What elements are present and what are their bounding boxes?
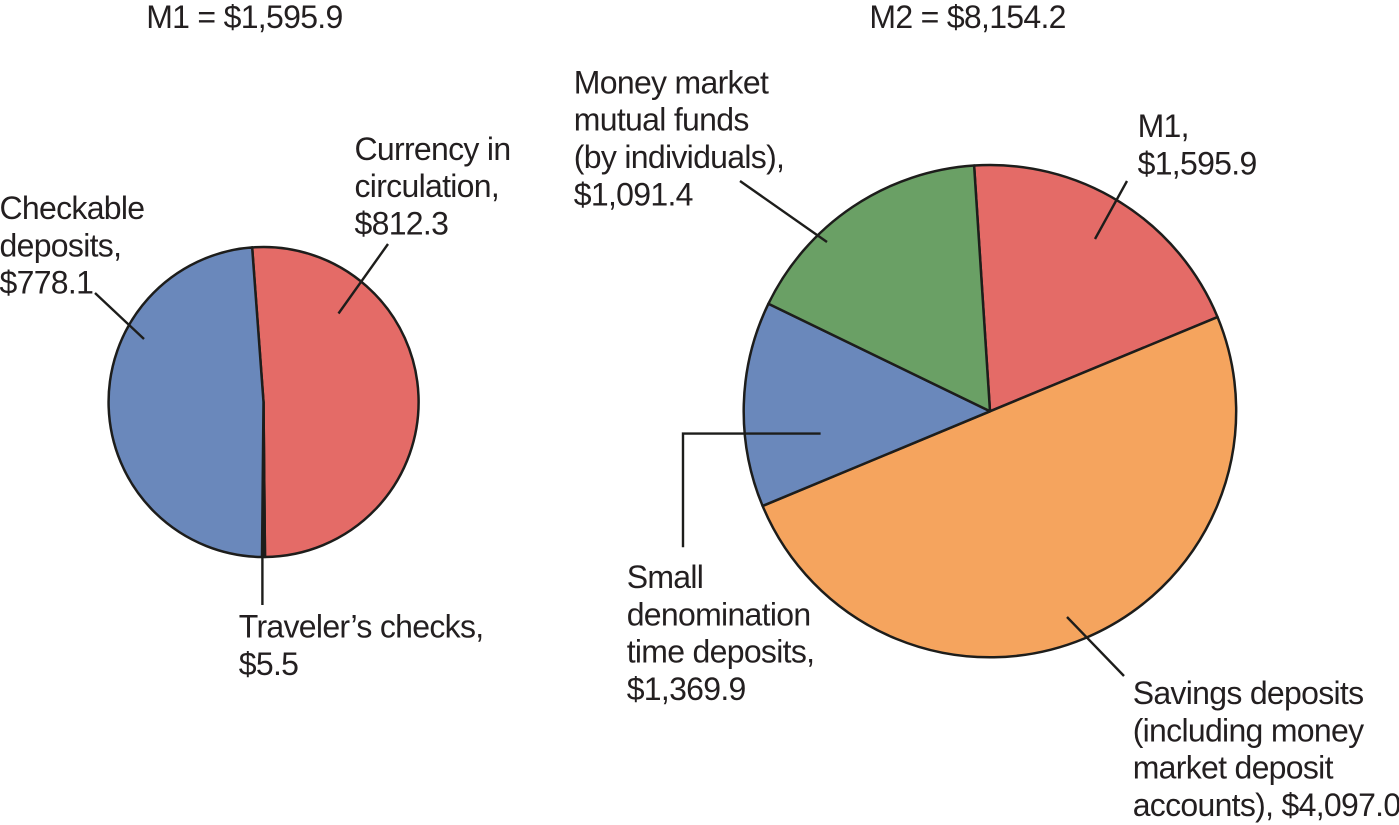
svg-text:$778.1: $778.1 xyxy=(0,265,93,301)
svg-text:Money market: Money market xyxy=(574,64,769,100)
svg-text:M2 = $8,154.2: M2 = $8,154.2 xyxy=(869,0,1065,35)
svg-text:$1,595.9: $1,595.9 xyxy=(1138,145,1257,181)
svg-text:mutual funds: mutual funds xyxy=(574,102,749,138)
svg-text:time deposits,: time deposits, xyxy=(627,634,815,670)
svg-text:(including money: (including money xyxy=(1133,712,1364,748)
svg-text:$5.5: $5.5 xyxy=(239,646,298,682)
svg-text:M1,: M1, xyxy=(1138,108,1189,144)
svg-text:$1,091.4: $1,091.4 xyxy=(574,176,693,212)
svg-text:$812.3: $812.3 xyxy=(355,205,449,241)
svg-text:denomination: denomination xyxy=(627,596,811,632)
svg-text:Savings deposits: Savings deposits xyxy=(1133,675,1364,711)
svg-text:$1,369.9: $1,369.9 xyxy=(627,671,746,707)
svg-text:Checkable: Checkable xyxy=(0,190,144,226)
svg-text:Currency in: Currency in xyxy=(355,131,511,167)
svg-text:M1 = $1,595.9: M1 = $1,595.9 xyxy=(146,0,342,35)
svg-text:circulation,: circulation, xyxy=(355,168,500,204)
svg-text:deposits,: deposits, xyxy=(0,227,121,263)
svg-text:(by individuals),: (by individuals), xyxy=(574,139,784,175)
svg-text:market deposit: market deposit xyxy=(1133,750,1334,786)
svg-text:accounts), $4,097.0: accounts), $4,097.0 xyxy=(1133,787,1399,823)
svg-text:Small: Small xyxy=(627,559,704,595)
svg-text:Traveler’s checks,: Traveler’s checks, xyxy=(239,609,484,645)
